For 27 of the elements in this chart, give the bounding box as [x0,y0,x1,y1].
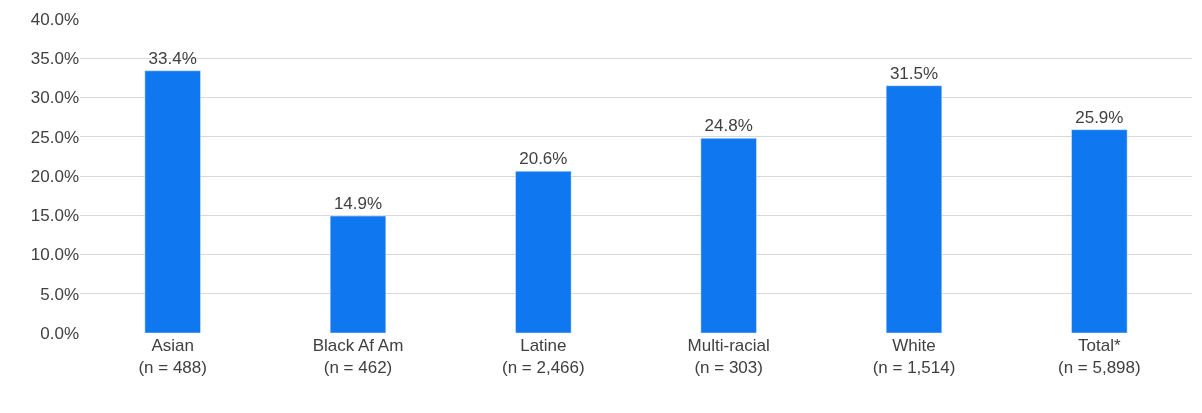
bar [1071,129,1128,333]
bar [144,70,201,333]
y-tick-label: 30.0% [30,88,79,108]
data-label: 25.9% [1075,107,1124,127]
bar [885,85,943,333]
y-tick-label: 5.0% [40,284,79,304]
y-tick-label: 10.0% [30,245,79,265]
data-label: 14.9% [333,194,383,214]
x-tick-label: Black Af Am (n = 462) [312,336,404,378]
bar [329,215,387,333]
data-label: 20.6% [519,149,568,169]
x-tick-label: Total* (n = 5,898) [1057,336,1141,378]
y-tick-label: 35.0% [30,49,79,69]
y-tick-label: 15.0% [30,206,79,226]
y-tick-label: 0.0% [40,323,79,343]
x-tick-label: Multi-racial (n = 303) [687,336,770,378]
x-tick-label: Latine (n = 2,466) [501,336,585,378]
x-tick-label: Asian (n = 488) [138,336,207,378]
y-tick-label: 20.0% [30,166,79,186]
bar [700,138,757,333]
bar [515,171,572,333]
data-label: 33.4% [148,48,197,68]
data-label: 24.8% [704,116,753,136]
x-tick-label: White (n = 1,514) [872,336,956,378]
data-label: 31.5% [889,63,939,83]
y-tick-label: 40.0% [30,9,79,29]
y-tick-label: 25.0% [30,127,79,147]
